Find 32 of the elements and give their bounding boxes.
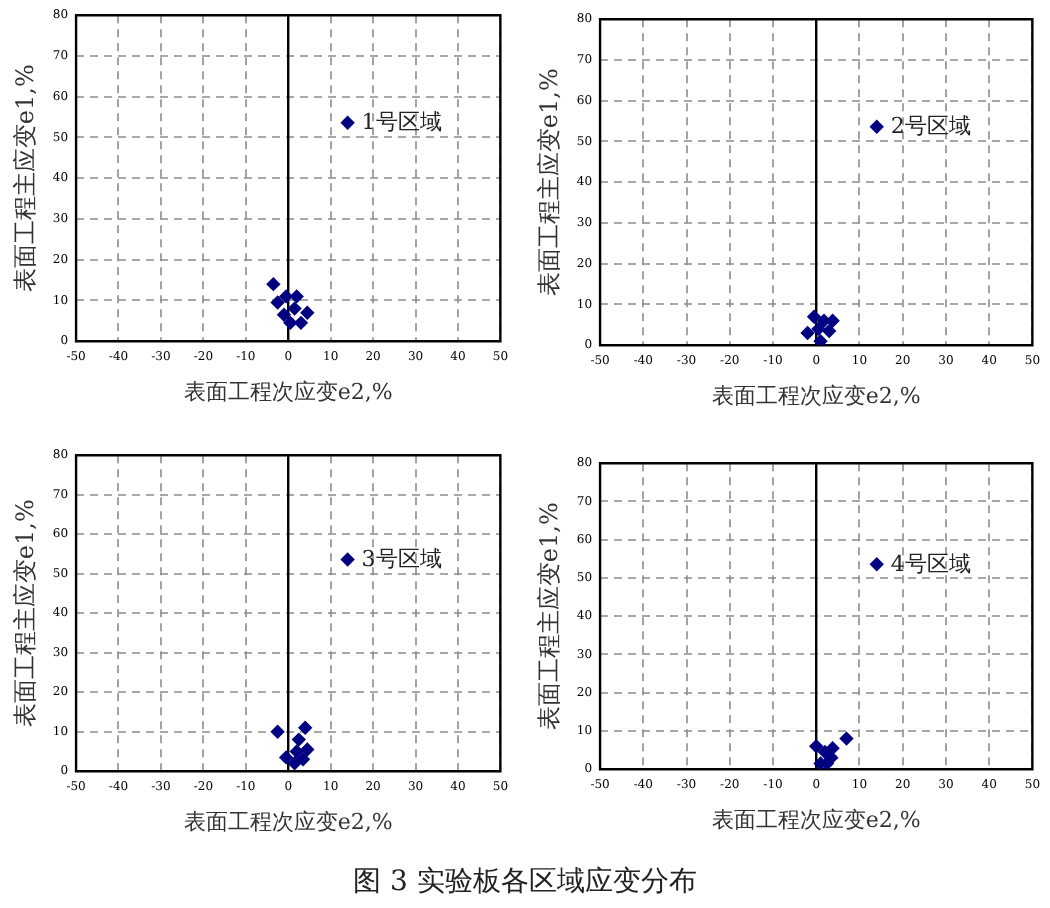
point <box>300 742 315 757</box>
point <box>287 756 302 771</box>
y-axis-title: 表面工程主应变e1,% <box>534 68 563 297</box>
point <box>289 744 304 759</box>
point <box>289 289 304 304</box>
legend-label: 2号区域 <box>890 113 971 140</box>
y-axis-title: 表面工程主应变e1,% <box>534 502 563 731</box>
point <box>291 732 307 747</box>
point <box>276 307 292 322</box>
y-axis-title: 表面工程主应变e1,% <box>10 499 39 728</box>
point <box>295 752 311 767</box>
point <box>293 315 309 331</box>
x-axis-title: 表面工程次应变e2,% <box>183 378 393 405</box>
x-axis-title: 表面工程次应变e2,% <box>711 806 921 833</box>
point <box>825 740 840 756</box>
legend-label: 1号区域 <box>361 109 442 136</box>
point <box>278 750 294 765</box>
point <box>297 720 313 735</box>
point <box>287 301 302 316</box>
x-axis-title: 表面工程次应变e2,% <box>711 382 921 409</box>
point <box>266 276 281 292</box>
point <box>300 305 315 320</box>
x-axis-title: 表面工程次应变e2,% <box>183 808 393 835</box>
point <box>839 731 854 746</box>
caption: 图 3 实验板各区域应变分布 <box>351 864 699 900</box>
legend-label: 4号区域 <box>890 550 971 577</box>
point <box>809 739 824 754</box>
y-axis-title: 表面工程主应变e1,% <box>10 64 39 293</box>
point <box>270 724 285 739</box>
point <box>270 295 285 310</box>
point <box>283 315 298 331</box>
legend-label: 3号区域 <box>361 546 442 573</box>
